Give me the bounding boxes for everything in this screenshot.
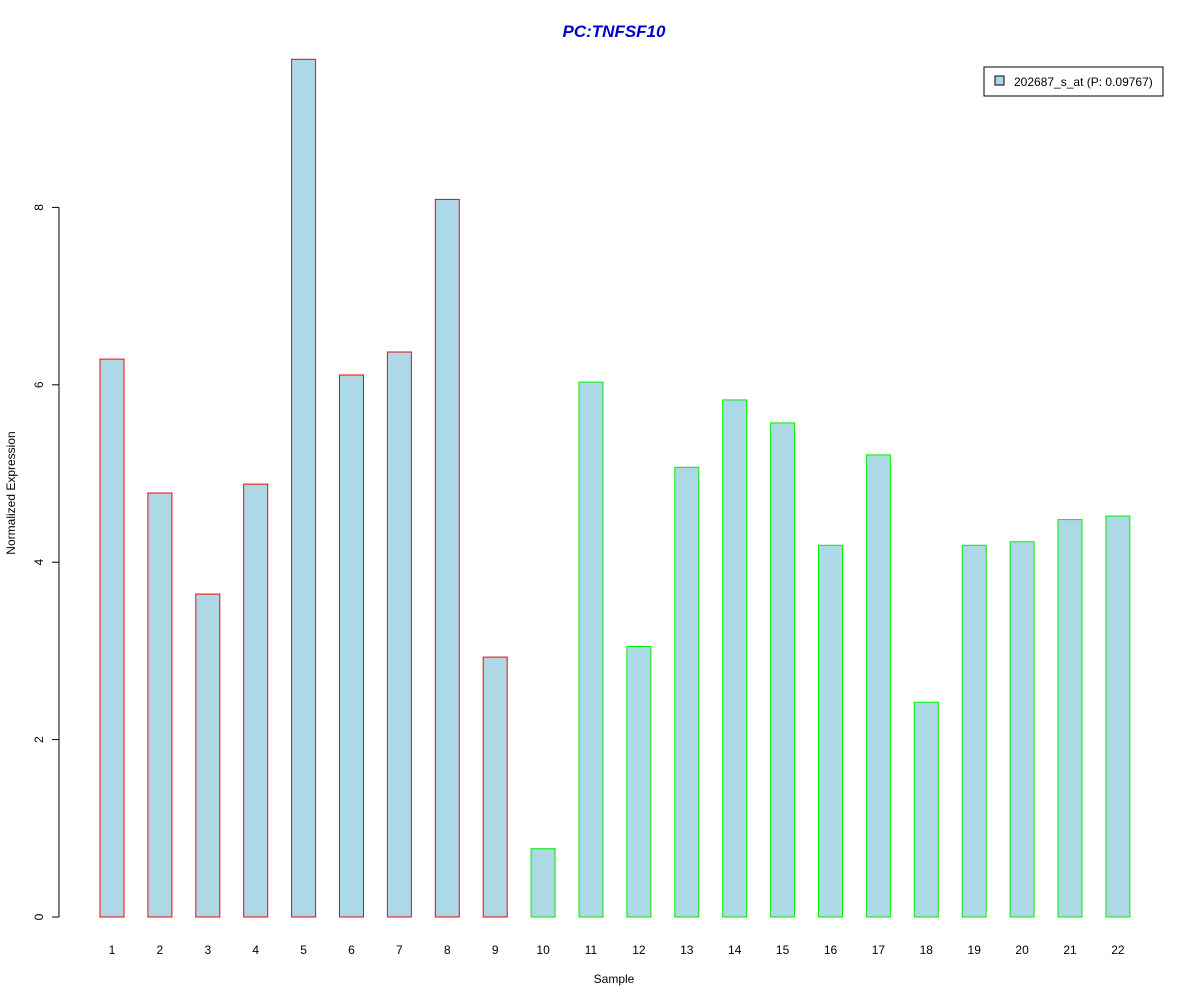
bar-sample-10	[530, 848, 556, 918]
legend-label: 202687_s_at (P: 0.09767)	[1014, 75, 1153, 89]
x-tick-label: 4	[252, 943, 259, 957]
x-axis-title: Sample	[594, 972, 635, 986]
y-tick-label: 2	[32, 736, 46, 743]
x-tick-label: 7	[396, 943, 403, 957]
x-tick-label: 1	[109, 943, 116, 957]
bar-sample-14	[722, 399, 748, 918]
x-tick-label: 17	[872, 943, 886, 957]
bar-sample-7	[386, 351, 412, 918]
bar-sample-13	[674, 466, 700, 918]
x-tick-label: 22	[1111, 943, 1125, 957]
bar-sample-3	[195, 593, 221, 918]
bar-sample-1	[99, 358, 125, 918]
x-tick-label: 3	[204, 943, 211, 957]
bar-sample-20	[1009, 541, 1035, 918]
bars-group	[99, 58, 1131, 918]
y-tick-label: 6	[32, 381, 46, 388]
bar-sample-5	[291, 58, 317, 918]
x-tick-label: 14	[728, 943, 742, 957]
bar-sample-19	[961, 544, 987, 918]
bar-sample-9	[482, 656, 508, 918]
x-tick-label: 19	[968, 943, 982, 957]
y-tick-label: 4	[32, 559, 46, 566]
y-tick-label: 0	[32, 913, 46, 920]
x-tick-label: 10	[536, 943, 550, 957]
x-tick-label: 11	[585, 943, 598, 957]
bar-sample-4	[243, 483, 269, 918]
legend: 202687_s_at (P: 0.09767)	[983, 66, 1164, 97]
x-tick-label: 13	[680, 943, 694, 957]
x-tick-label: 6	[348, 943, 355, 957]
legend-swatch	[994, 75, 1005, 86]
bar-sample-22	[1105, 515, 1131, 918]
x-tick-label: 2	[157, 943, 164, 957]
x-tick-label: 9	[492, 943, 499, 957]
y-axis: 0 2 4 6 8	[32, 204, 60, 920]
bar-sample-11	[578, 381, 604, 918]
bar-sample-15	[770, 422, 796, 918]
x-tick-label: 20	[1015, 943, 1029, 957]
x-tick-label: 18	[920, 943, 934, 957]
bar-sample-2	[147, 492, 173, 918]
x-tick-label: 8	[444, 943, 451, 957]
chart-title: PC:TNFSF10	[563, 22, 667, 41]
bar-sample-21	[1057, 519, 1083, 918]
x-axis-labels: 1 2 3 4 5 6 7 8 9 10 11 12 13 14 15 16 17 18 19 20 21 22	[109, 943, 1125, 957]
y-axis-title: Normalized Expression	[4, 431, 18, 554]
x-tick-label: 5	[300, 943, 307, 957]
x-tick-label: 16	[824, 943, 838, 957]
x-tick-label: 15	[776, 943, 790, 957]
bar-sample-6	[339, 374, 364, 918]
legend-box	[983, 66, 1164, 97]
bar-sample-16	[818, 544, 843, 918]
bar-sample-17	[865, 454, 891, 918]
x-tick-label: 12	[632, 943, 646, 957]
bar-sample-12	[626, 646, 652, 918]
bar-sample-18	[913, 701, 939, 918]
bar-sample-8	[434, 198, 460, 918]
y-tick-label: 8	[32, 204, 46, 211]
x-tick-label: 21	[1063, 943, 1077, 957]
